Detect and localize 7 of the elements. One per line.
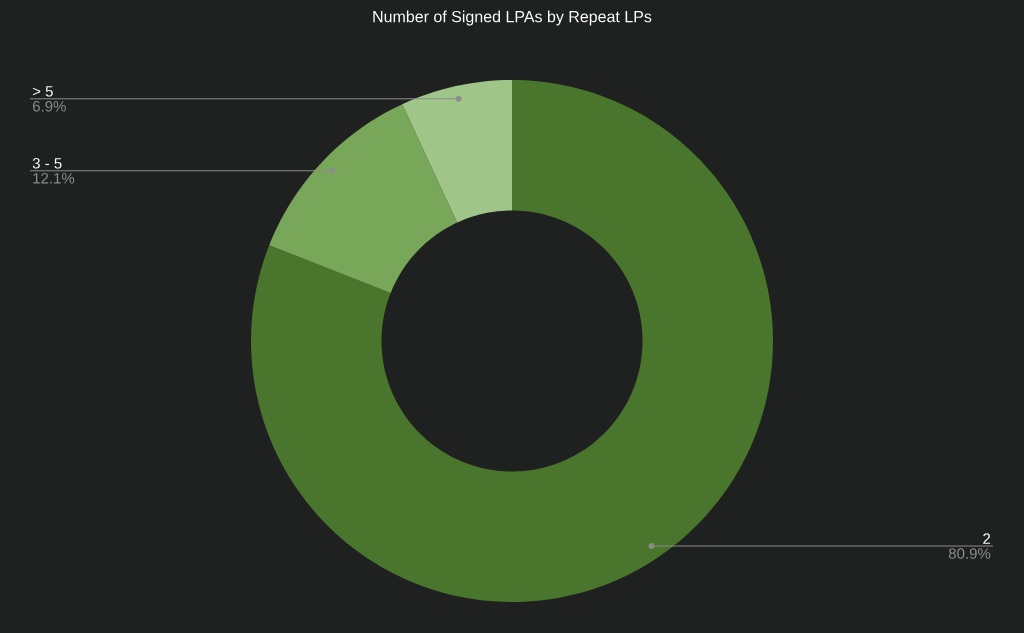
data-label: 6.9%	[32, 101, 66, 112]
chart-title: Number of Signed LPAs by Repeat LPs	[373, 10, 652, 26]
slice-label: 2	[983, 533, 991, 544]
data-label: 12.1%	[33, 173, 75, 184]
data-label: 80.9%	[948, 548, 991, 559]
slice-label: > 5	[32, 86, 53, 97]
slice-label: 3 - 5	[32, 157, 62, 169]
